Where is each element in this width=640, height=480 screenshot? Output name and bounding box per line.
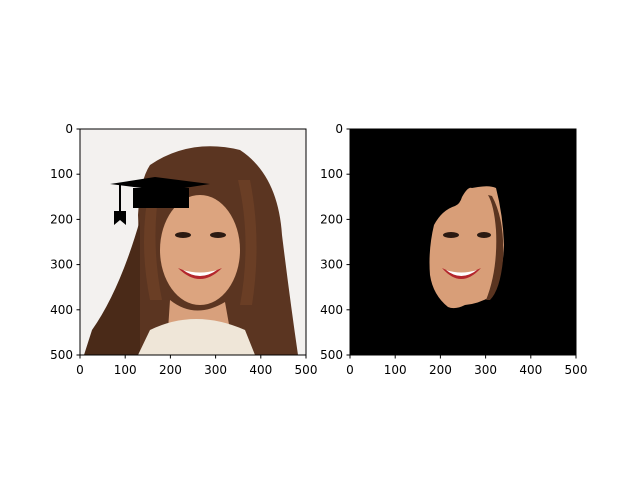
x-tick-label: 100: [384, 363, 407, 377]
y-tick-label: 200: [320, 212, 343, 226]
x-tick-label: 500: [565, 363, 588, 377]
y-tick-label: 400: [50, 303, 73, 317]
x-tick-label: 400: [519, 363, 542, 377]
x-tick-label: 100: [114, 363, 137, 377]
portrait-image: [80, 129, 306, 355]
y-tick-label: 0: [335, 122, 343, 136]
x-tick-label: 200: [159, 363, 182, 377]
x-tick-label: 300: [474, 363, 497, 377]
x-tick-label: 200: [429, 363, 452, 377]
x-tick-label: 300: [204, 363, 227, 377]
axes-frame: [79, 128, 307, 356]
y-tick-label: 100: [320, 167, 343, 181]
axes-frame: [349, 128, 577, 356]
x-tick-label: 0: [346, 363, 354, 377]
y-tick-label: 100: [50, 167, 73, 181]
y-tick-label: 200: [50, 212, 73, 226]
y-tick-label: 400: [320, 303, 343, 317]
y-tick-label: 0: [65, 122, 73, 136]
y-tick-label: 500: [50, 348, 73, 362]
x-tick-label: 400: [249, 363, 272, 377]
y-tick-label: 500: [320, 348, 343, 362]
x-tick-label: 0: [76, 363, 84, 377]
x-tick-label: 500: [295, 363, 318, 377]
masked-face-image: [350, 129, 576, 355]
graduation-cap-icon: [110, 177, 210, 225]
y-tick-label: 300: [50, 258, 73, 272]
y-tick-label: 300: [320, 258, 343, 272]
